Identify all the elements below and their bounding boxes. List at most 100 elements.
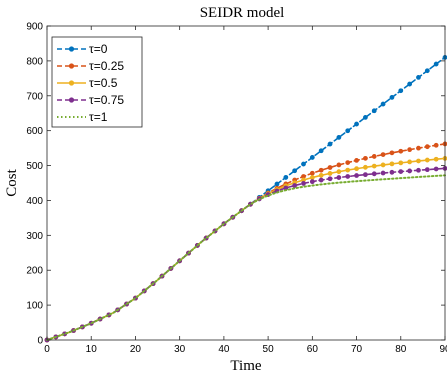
- series-point-0: [433, 61, 439, 67]
- series-line-4: [46, 174, 446, 341]
- x-tick-label: 20: [130, 344, 142, 355]
- series-point-2: [433, 156, 439, 162]
- series-point-0: [345, 128, 351, 134]
- y-tick-label: 100: [26, 301, 43, 312]
- legend-label-1: τ=0.25: [89, 59, 124, 73]
- series-point-0: [309, 155, 315, 160]
- x-tick-label: 90: [439, 344, 447, 355]
- y-tick-label: 200: [26, 266, 43, 277]
- series-point-3: [363, 172, 368, 178]
- series-point-1: [336, 162, 342, 168]
- series-point-0: [363, 115, 368, 120]
- series-point-0: [407, 81, 413, 87]
- series-point-3: [327, 176, 333, 182]
- series-point-2: [363, 164, 368, 170]
- series-point-2: [389, 161, 395, 167]
- legend-label-2: τ=0.5: [89, 76, 118, 90]
- series-point-3: [424, 167, 430, 173]
- series-point-0: [398, 88, 404, 94]
- x-tick-label: 40: [218, 344, 230, 355]
- series-point-1: [424, 144, 430, 150]
- legend-marker-1: [68, 63, 75, 69]
- series-point-0: [274, 181, 280, 187]
- series-point-3: [345, 174, 351, 179]
- series-point-0: [354, 121, 359, 127]
- y-tick-label: 500: [26, 161, 43, 172]
- series-point-0: [424, 68, 430, 74]
- series-point-2: [416, 158, 421, 164]
- y-tick-label: 400: [26, 196, 43, 207]
- series-point-0: [336, 135, 342, 140]
- series-point-1: [327, 165, 333, 170]
- chart-title: SEIDR model: [200, 5, 285, 21]
- series-point-3: [309, 179, 315, 185]
- series-point-1: [363, 155, 368, 161]
- series-point-1: [407, 147, 413, 153]
- series-point-0: [327, 141, 333, 147]
- series-point-3: [318, 177, 324, 183]
- series-point-0: [389, 95, 395, 100]
- series-point-2: [424, 157, 430, 163]
- series-point-2: [354, 166, 359, 172]
- series-point-1: [398, 148, 404, 154]
- x-tick-label: 70: [351, 344, 363, 355]
- legend: τ=0 τ=0.25 τ=0.5 τ=0.75 τ=1: [51, 36, 143, 128]
- legend-marker-3: [68, 97, 75, 103]
- x-tick-label: 30: [174, 344, 186, 355]
- y-tick-label: 800: [26, 56, 43, 67]
- series-point-3: [301, 181, 306, 186]
- x-tick-label: 0: [44, 344, 50, 355]
- y-tick-label: 600: [26, 126, 43, 137]
- y-tick-label: 0: [37, 336, 43, 347]
- y-tick-label: 300: [26, 231, 43, 242]
- series-point-3: [371, 171, 377, 177]
- series-point-3: [354, 173, 359, 178]
- series-point-3: [433, 166, 439, 172]
- plot-area-frame: [46, 25, 446, 341]
- series-point-1: [345, 160, 351, 165]
- series-point-2: [380, 162, 386, 168]
- series-point-1: [318, 167, 324, 173]
- series-point-0: [371, 108, 377, 114]
- x-tick-label: 10: [86, 344, 98, 355]
- series-point-3: [407, 168, 413, 174]
- series-point-2: [327, 171, 333, 176]
- x-axis-label: Time: [230, 358, 261, 374]
- series-point-0: [301, 161, 306, 167]
- series-point-1: [416, 145, 421, 151]
- series-point-1: [433, 142, 439, 148]
- series-point-3: [398, 169, 404, 174]
- series-point-0: [416, 75, 421, 80]
- legend-marker-2: [68, 80, 75, 86]
- series-point-3: [416, 167, 421, 173]
- series-point-2: [309, 175, 315, 180]
- series-point-0: [380, 101, 386, 107]
- series-point-2: [371, 163, 377, 169]
- x-tick-label: 60: [307, 344, 319, 355]
- series-point-1: [380, 152, 386, 157]
- x-tick-label: 50: [263, 344, 275, 355]
- x-tick-label: 80: [395, 344, 407, 355]
- series-point-1: [354, 157, 359, 163]
- y-tick-label: 700: [26, 91, 43, 102]
- series-point-2: [318, 172, 324, 178]
- series-point-3: [292, 183, 298, 188]
- legend-marker-0: [68, 46, 75, 52]
- tick-layer: 0102030405060708090010020030040050060070…: [26, 22, 447, 356]
- series-point-3: [336, 175, 342, 180]
- legend-box: [51, 36, 143, 128]
- series-point-1: [389, 150, 395, 156]
- series-point-0: [283, 175, 289, 180]
- series-point-2: [407, 159, 413, 165]
- legend-label-3: τ=0.75: [89, 93, 124, 107]
- y-tick-label: 900: [26, 22, 43, 33]
- series-point-3: [389, 169, 395, 175]
- series-point-1: [371, 154, 377, 159]
- legend-label-4: τ=1: [89, 110, 108, 124]
- series-layer: [44, 55, 447, 343]
- y-axis-label: Cost: [4, 168, 20, 196]
- series-point-0: [318, 148, 324, 154]
- series-line-2: [46, 157, 446, 341]
- series-point-1: [309, 170, 315, 176]
